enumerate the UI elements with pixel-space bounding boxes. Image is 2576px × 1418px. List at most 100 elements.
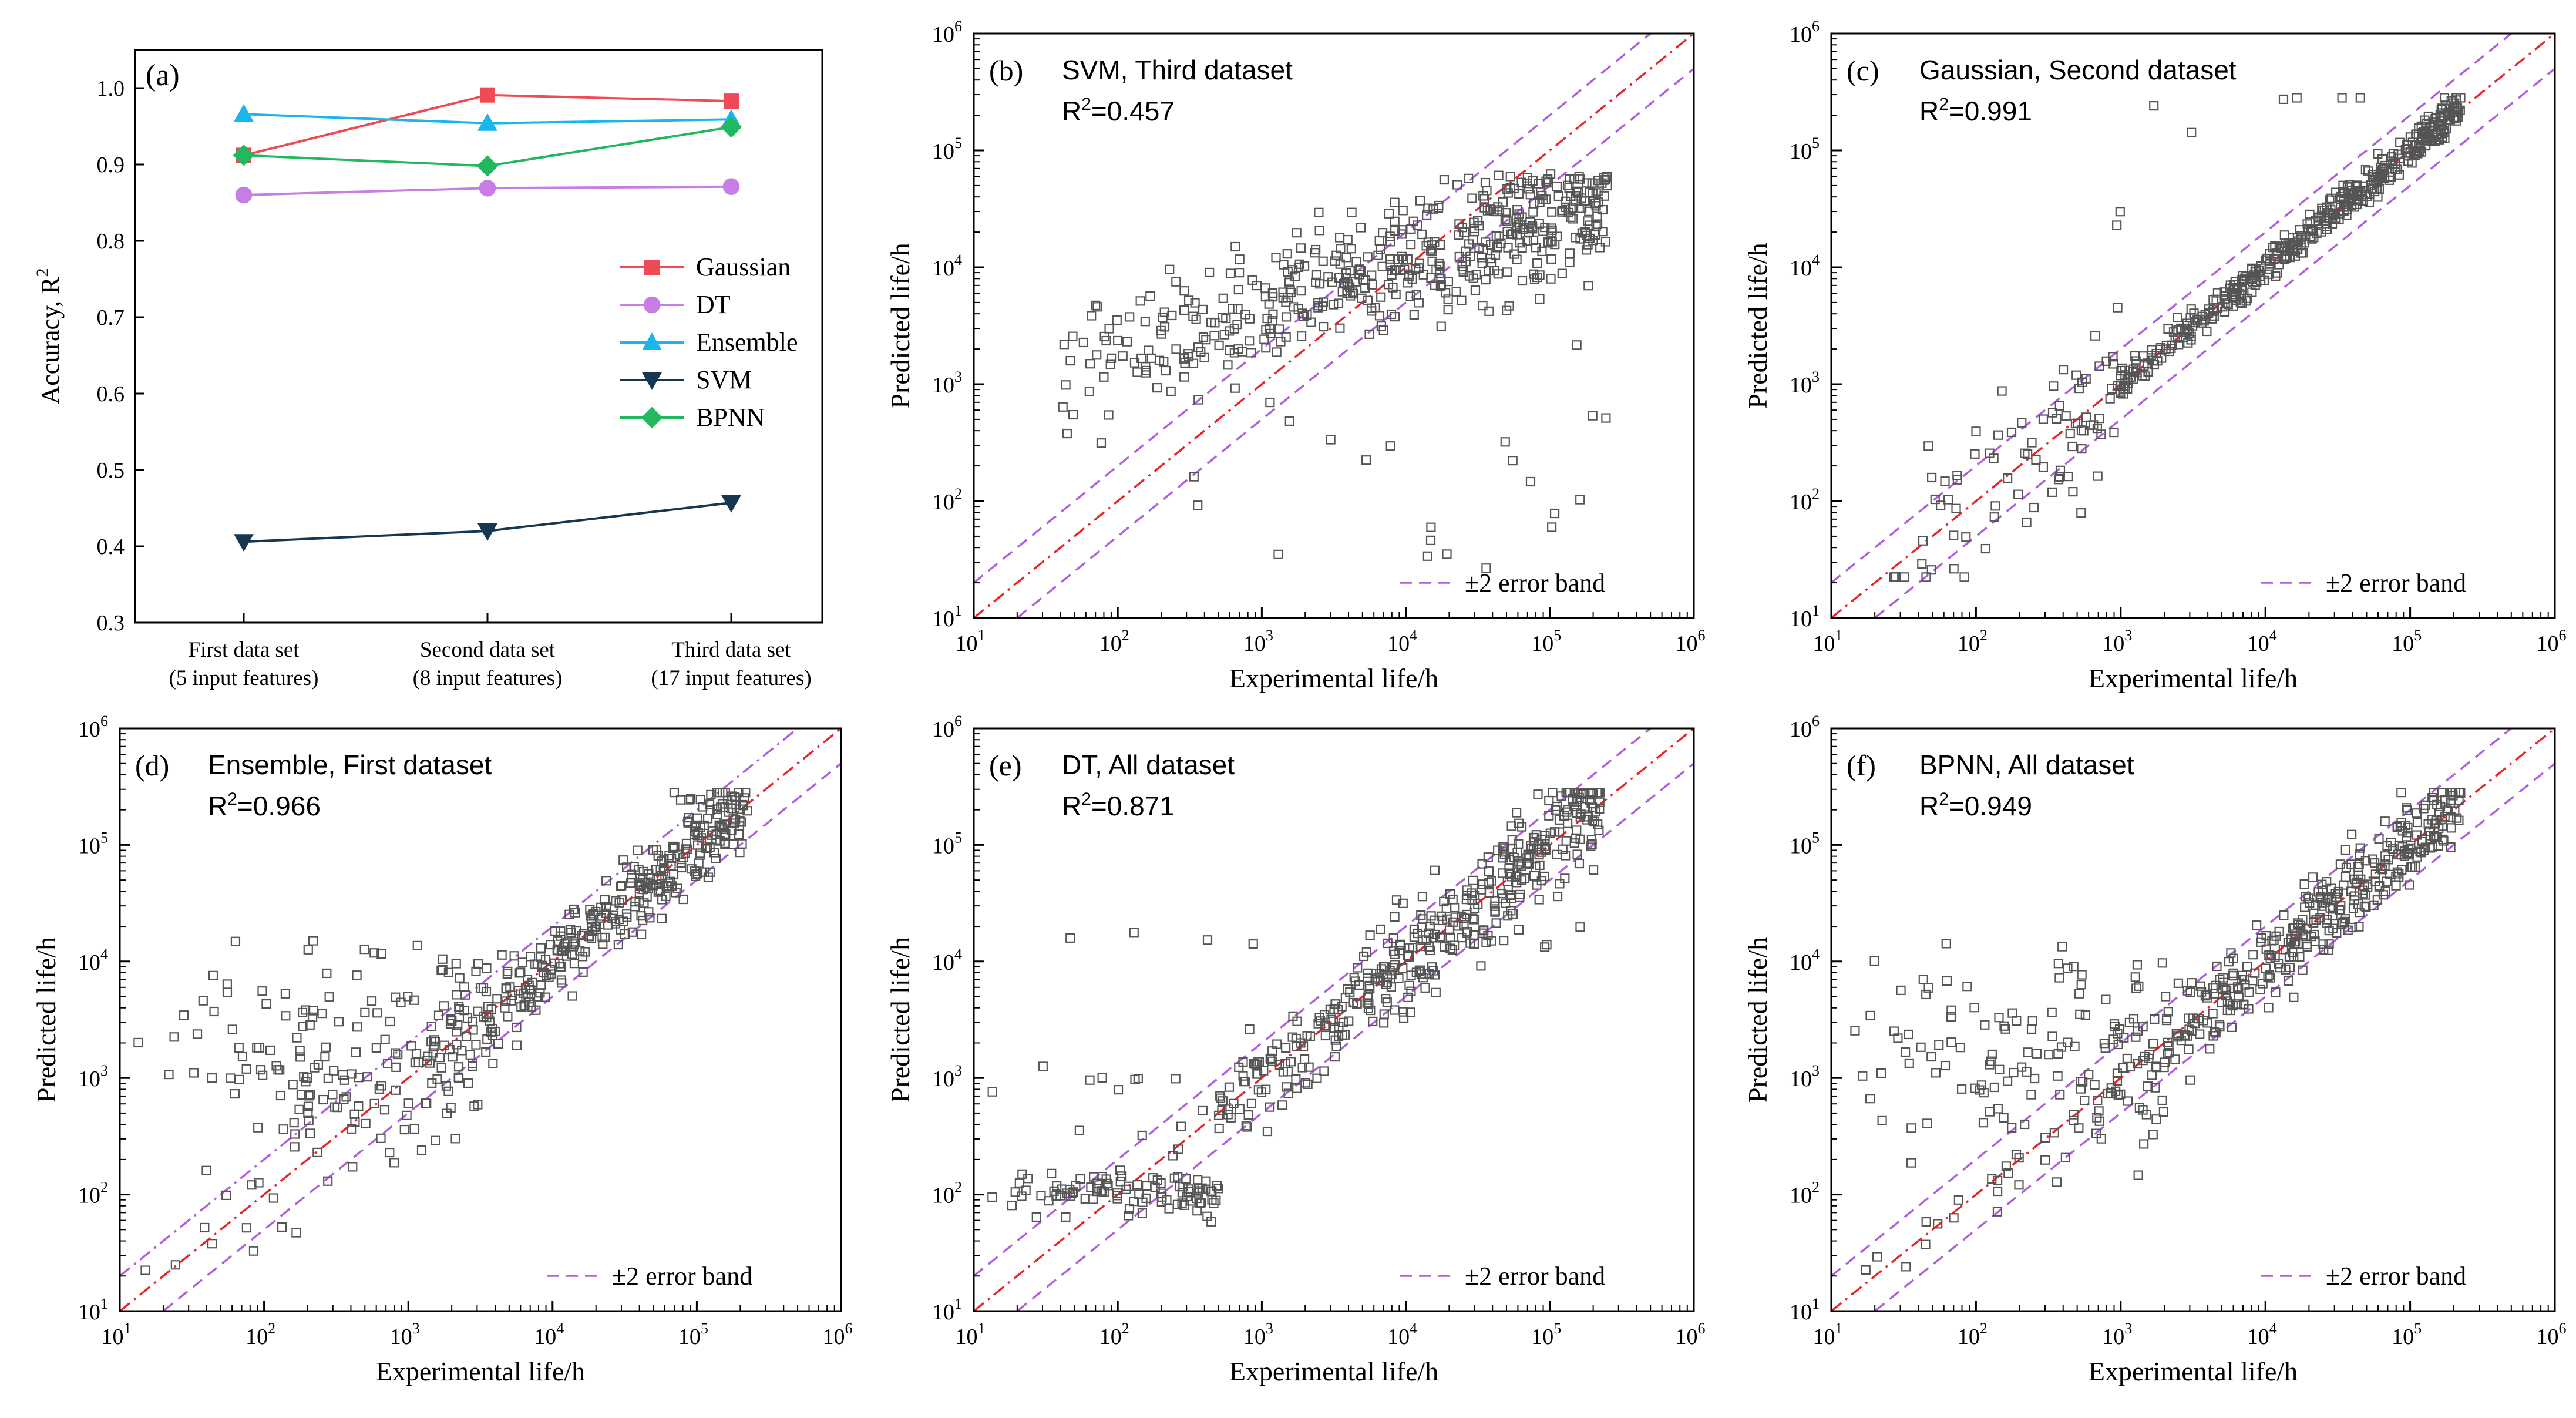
data-point — [1296, 286, 1306, 296]
data-point — [530, 959, 540, 969]
data-point — [1218, 1096, 1228, 1106]
data-point — [1600, 174, 1610, 185]
data-point — [1961, 532, 1971, 542]
data-point — [2069, 1115, 2079, 1126]
data-point — [462, 1031, 472, 1041]
data-point — [1130, 1074, 1140, 1084]
data-point — [2347, 922, 2358, 933]
data-point — [1969, 1003, 1979, 1013]
data-point — [1434, 258, 1444, 269]
data-point — [570, 937, 581, 947]
data-point — [2173, 333, 2183, 343]
y-tick-label: 103 — [932, 1062, 962, 1091]
data-point — [290, 1142, 300, 1152]
reference-lines — [120, 728, 841, 1311]
x-tick-label: 101 — [102, 1320, 132, 1349]
data-point — [1302, 1031, 1312, 1041]
data-point — [1949, 564, 1959, 574]
data-point — [1358, 951, 1369, 962]
data-point — [1448, 895, 1458, 905]
data-point — [2225, 283, 2235, 293]
data-point — [1494, 170, 1504, 180]
data-point — [657, 895, 667, 905]
data-point — [2218, 973, 2228, 983]
data-point — [1193, 342, 1203, 352]
data-point — [500, 1003, 510, 1013]
data-point — [2040, 1133, 2050, 1143]
data-point — [453, 1020, 463, 1030]
r2-prefix: R — [208, 791, 227, 821]
data-point — [1105, 359, 1115, 369]
data-point — [1124, 1211, 1134, 1221]
y-tick-base: 10 — [932, 950, 954, 975]
data-point — [2052, 1177, 2062, 1187]
data-point — [1970, 1083, 1980, 1093]
data-point — [1987, 1049, 1997, 1060]
data-point — [438, 954, 448, 964]
r2-prefix: R — [1919, 791, 1939, 821]
data-point — [1581, 245, 1592, 255]
x-tick-label: 102 — [1099, 1320, 1129, 1349]
data-point — [1192, 1206, 1202, 1216]
data-point — [2065, 428, 2075, 439]
data-point — [1403, 254, 1413, 264]
data-point — [1368, 1016, 1378, 1027]
data-point — [2360, 165, 2370, 175]
data-point — [1519, 873, 1529, 883]
data-point — [1268, 309, 1278, 319]
data-point — [366, 996, 377, 1006]
data-point — [1193, 395, 1203, 405]
data-point — [2208, 306, 2218, 316]
data-point — [389, 1158, 399, 1168]
data-point — [2446, 823, 2456, 833]
data-point — [241, 1223, 251, 1233]
data-point — [1283, 1088, 1293, 1098]
data-point — [1467, 193, 1477, 203]
data-point — [1980, 1020, 1990, 1030]
y-axis-label: Predicted life/h — [1743, 243, 1773, 408]
data-point — [633, 845, 643, 855]
data-point — [1500, 437, 1510, 447]
data-point — [1195, 1184, 1205, 1194]
data-point — [1890, 572, 1900, 582]
data-point — [201, 1165, 211, 1175]
data-point — [1503, 911, 1513, 921]
data-point — [2148, 1039, 2158, 1049]
data-point — [1299, 261, 1310, 271]
y-axis-label: Accuracy, R2 — [33, 268, 65, 404]
data-point — [1156, 329, 1166, 339]
data-point — [1361, 455, 1371, 465]
data-point — [1317, 301, 1328, 311]
data-point — [1159, 307, 1169, 317]
data-point — [1491, 918, 1501, 928]
data-point — [2117, 363, 2127, 373]
data-point — [2031, 455, 2041, 465]
data-point — [1177, 1188, 1188, 1198]
data-point — [454, 1004, 465, 1014]
data-point — [348, 1162, 358, 1172]
data-point — [1364, 999, 1374, 1009]
data-point — [1546, 236, 1556, 246]
data-point — [234, 1074, 244, 1084]
data-point — [1173, 1172, 1183, 1182]
data-point — [450, 1134, 460, 1144]
data-point — [1271, 253, 1281, 263]
data-point — [2335, 209, 2345, 219]
data-point — [2148, 1130, 2158, 1140]
data-point — [1514, 189, 1524, 199]
data-point — [1010, 1187, 1020, 1197]
r2-prefix: R — [1062, 791, 1081, 821]
data-point — [1159, 322, 1170, 332]
data-point — [1267, 288, 1277, 298]
data-point — [318, 1094, 328, 1105]
data-point — [2122, 1053, 2132, 1064]
data-point — [2341, 862, 2352, 873]
data-point — [2134, 1103, 2144, 1113]
data-point — [601, 902, 611, 912]
data-point — [1865, 1010, 1875, 1021]
data-point — [1560, 873, 1570, 883]
x-tick-base: 10 — [1958, 1325, 1980, 1349]
data-point — [295, 1046, 305, 1056]
data-point — [1202, 1211, 1212, 1221]
x-tick-exponent: 3 — [2124, 627, 2132, 644]
